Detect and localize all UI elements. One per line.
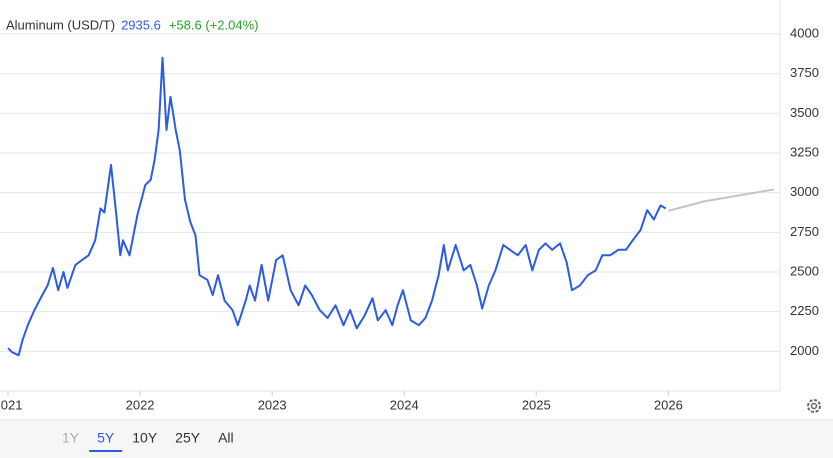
settings-icon[interactable] bbox=[807, 399, 821, 413]
range-button[interactable]: 5Y bbox=[97, 430, 115, 446]
x-tick-label: 2023 bbox=[258, 397, 287, 412]
x-tick-label: 2021 bbox=[0, 397, 22, 412]
y-tick-label: 2500 bbox=[790, 263, 819, 278]
y-tick-label: 2750 bbox=[790, 224, 819, 239]
range-button[interactable]: 25Y bbox=[175, 430, 201, 446]
range-button[interactable]: All bbox=[218, 430, 234, 446]
chart-title: Aluminum (USD/T) bbox=[6, 17, 115, 32]
line-series bbox=[7, 56, 667, 357]
range-bar bbox=[0, 420, 833, 458]
price-change: +58.6 (+2.04%) bbox=[169, 17, 259, 32]
y-tick-label: 3750 bbox=[790, 65, 819, 80]
line-series bbox=[668, 188, 775, 212]
range-button[interactable]: 1Y bbox=[62, 430, 80, 446]
y-tick-label: 3000 bbox=[790, 184, 819, 199]
y-tick-label: 2250 bbox=[790, 303, 819, 318]
x-tick-label: 2024 bbox=[390, 397, 419, 412]
y-tick-label: 3500 bbox=[790, 105, 819, 120]
x-tick-label: 2025 bbox=[522, 397, 551, 412]
x-tick-label: 2026 bbox=[654, 397, 683, 412]
y-tick-label: 3250 bbox=[790, 144, 819, 159]
x-tick-label: 2022 bbox=[126, 397, 155, 412]
y-tick-label: 2000 bbox=[790, 343, 819, 358]
price: 2935.6 bbox=[121, 17, 161, 32]
y-tick-label: 4000 bbox=[790, 25, 819, 40]
range-button[interactable]: 10Y bbox=[132, 430, 158, 446]
